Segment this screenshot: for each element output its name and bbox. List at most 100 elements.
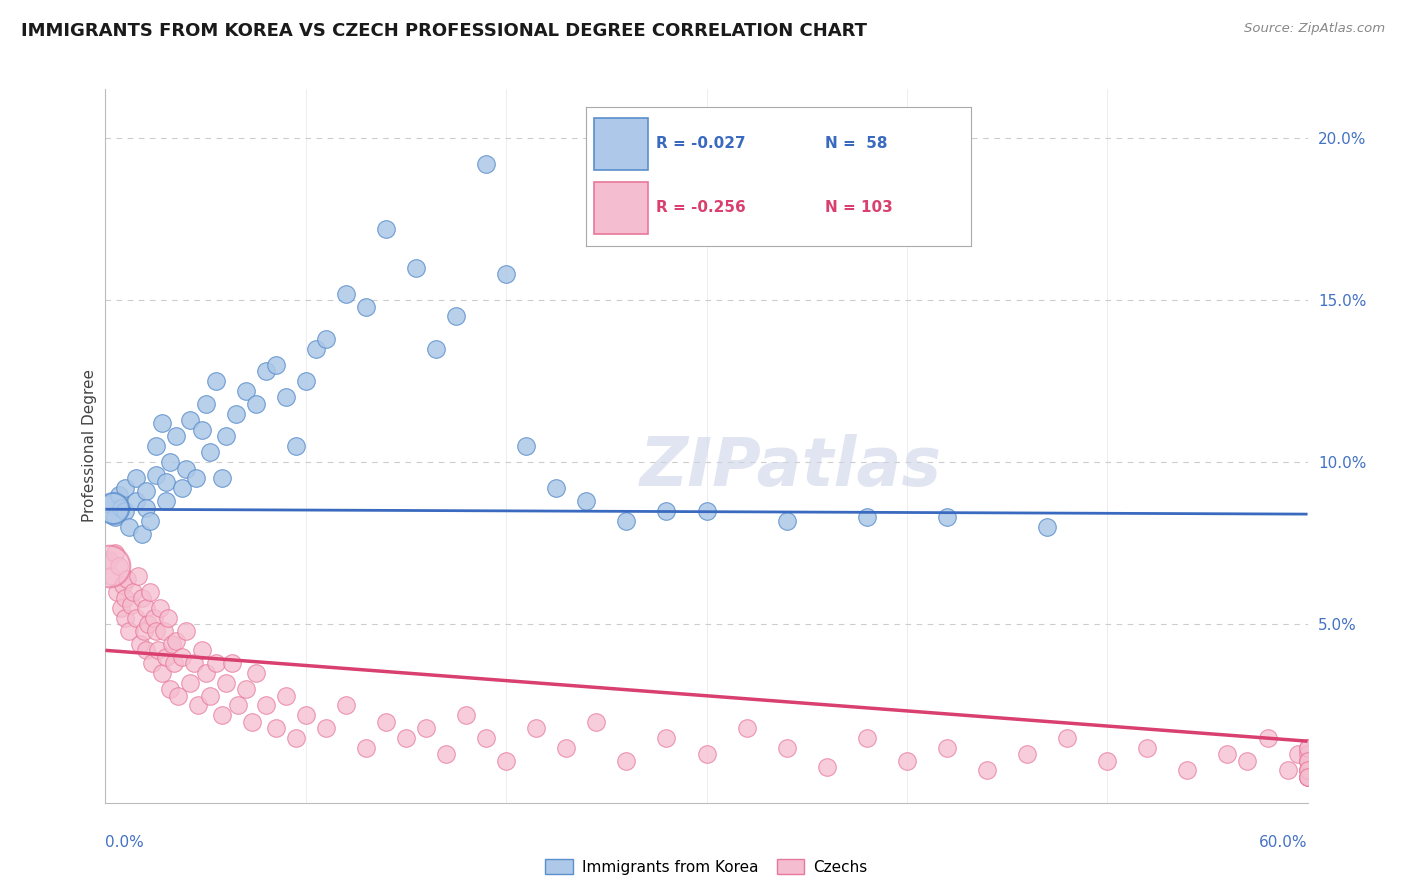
Point xyxy=(616,754,638,768)
Point xyxy=(315,721,337,735)
Point xyxy=(245,397,267,411)
Point xyxy=(141,657,163,671)
Point xyxy=(1296,740,1319,755)
Point xyxy=(1296,754,1319,768)
Point xyxy=(132,624,155,638)
Point xyxy=(128,637,150,651)
Point xyxy=(98,552,121,566)
Point xyxy=(254,698,277,713)
Point xyxy=(284,439,307,453)
Point xyxy=(221,657,243,671)
Point xyxy=(145,624,167,638)
Point xyxy=(152,624,174,638)
Point xyxy=(150,666,173,681)
Point xyxy=(138,585,160,599)
Point xyxy=(354,740,377,755)
Point xyxy=(1236,754,1258,768)
Point xyxy=(454,708,477,723)
Point xyxy=(575,494,598,508)
Point xyxy=(114,591,136,606)
Point xyxy=(395,731,418,745)
Point xyxy=(121,598,143,612)
Point xyxy=(162,657,184,671)
Point xyxy=(776,740,799,755)
Point xyxy=(1257,731,1279,745)
Point xyxy=(100,568,122,582)
Point xyxy=(165,429,187,443)
Point xyxy=(124,471,146,485)
Point xyxy=(405,260,427,275)
Point xyxy=(235,384,257,398)
Point xyxy=(118,520,141,534)
Point xyxy=(131,526,153,541)
Point xyxy=(187,698,209,713)
Point xyxy=(226,698,249,713)
Text: IMMIGRANTS FROM KOREA VS CZECH PROFESSIONAL DEGREE CORRELATION CHART: IMMIGRANTS FROM KOREA VS CZECH PROFESSIO… xyxy=(21,22,868,40)
Point xyxy=(1286,747,1309,761)
Point xyxy=(1097,754,1119,768)
Point xyxy=(936,510,959,524)
Point xyxy=(1177,764,1199,778)
Point xyxy=(284,731,307,745)
Point xyxy=(616,514,638,528)
Text: ZIPatlas: ZIPatlas xyxy=(640,434,942,500)
Point xyxy=(515,439,537,453)
Point xyxy=(184,471,207,485)
Point xyxy=(204,657,226,671)
Point xyxy=(150,417,173,431)
Point xyxy=(696,504,718,518)
Point xyxy=(374,221,398,235)
Point xyxy=(855,510,877,524)
Point xyxy=(114,504,136,518)
Point xyxy=(295,708,318,723)
Point xyxy=(1017,747,1039,761)
Point xyxy=(475,731,498,745)
Point xyxy=(655,504,678,518)
Point xyxy=(211,708,233,723)
Point xyxy=(305,342,328,356)
Point xyxy=(1277,764,1299,778)
Point xyxy=(1296,747,1319,761)
Point xyxy=(1296,770,1319,784)
Point xyxy=(198,689,221,703)
Point xyxy=(98,559,121,574)
Point xyxy=(170,649,193,664)
Point xyxy=(655,731,678,745)
Point xyxy=(108,488,131,502)
Point xyxy=(179,413,201,427)
Point xyxy=(155,475,177,489)
Point xyxy=(211,471,233,485)
Point xyxy=(1296,764,1319,778)
Point xyxy=(117,572,139,586)
Point xyxy=(1296,770,1319,784)
Point xyxy=(135,484,157,499)
Point xyxy=(98,497,121,511)
Point xyxy=(735,721,758,735)
Point xyxy=(114,481,136,495)
Point xyxy=(110,601,132,615)
Point xyxy=(1296,770,1319,784)
Point xyxy=(198,445,221,459)
Point xyxy=(444,310,467,324)
Point xyxy=(174,461,197,475)
Point xyxy=(475,157,498,171)
Point xyxy=(240,714,263,729)
Point xyxy=(1136,740,1159,755)
Point xyxy=(335,698,357,713)
Point xyxy=(225,407,247,421)
Point xyxy=(1296,740,1319,755)
Point xyxy=(142,611,165,625)
Point xyxy=(214,429,236,443)
Legend: Immigrants from Korea, Czechs: Immigrants from Korea, Czechs xyxy=(538,853,875,880)
Point xyxy=(815,760,838,774)
Point xyxy=(254,364,277,378)
Point xyxy=(148,601,170,615)
Point xyxy=(190,423,212,437)
Point xyxy=(166,689,188,703)
Point xyxy=(1296,754,1319,768)
Point xyxy=(696,747,718,761)
Y-axis label: Professional Degree: Professional Degree xyxy=(82,369,97,523)
Point xyxy=(295,374,318,388)
Point xyxy=(524,721,547,735)
Point xyxy=(425,342,447,356)
